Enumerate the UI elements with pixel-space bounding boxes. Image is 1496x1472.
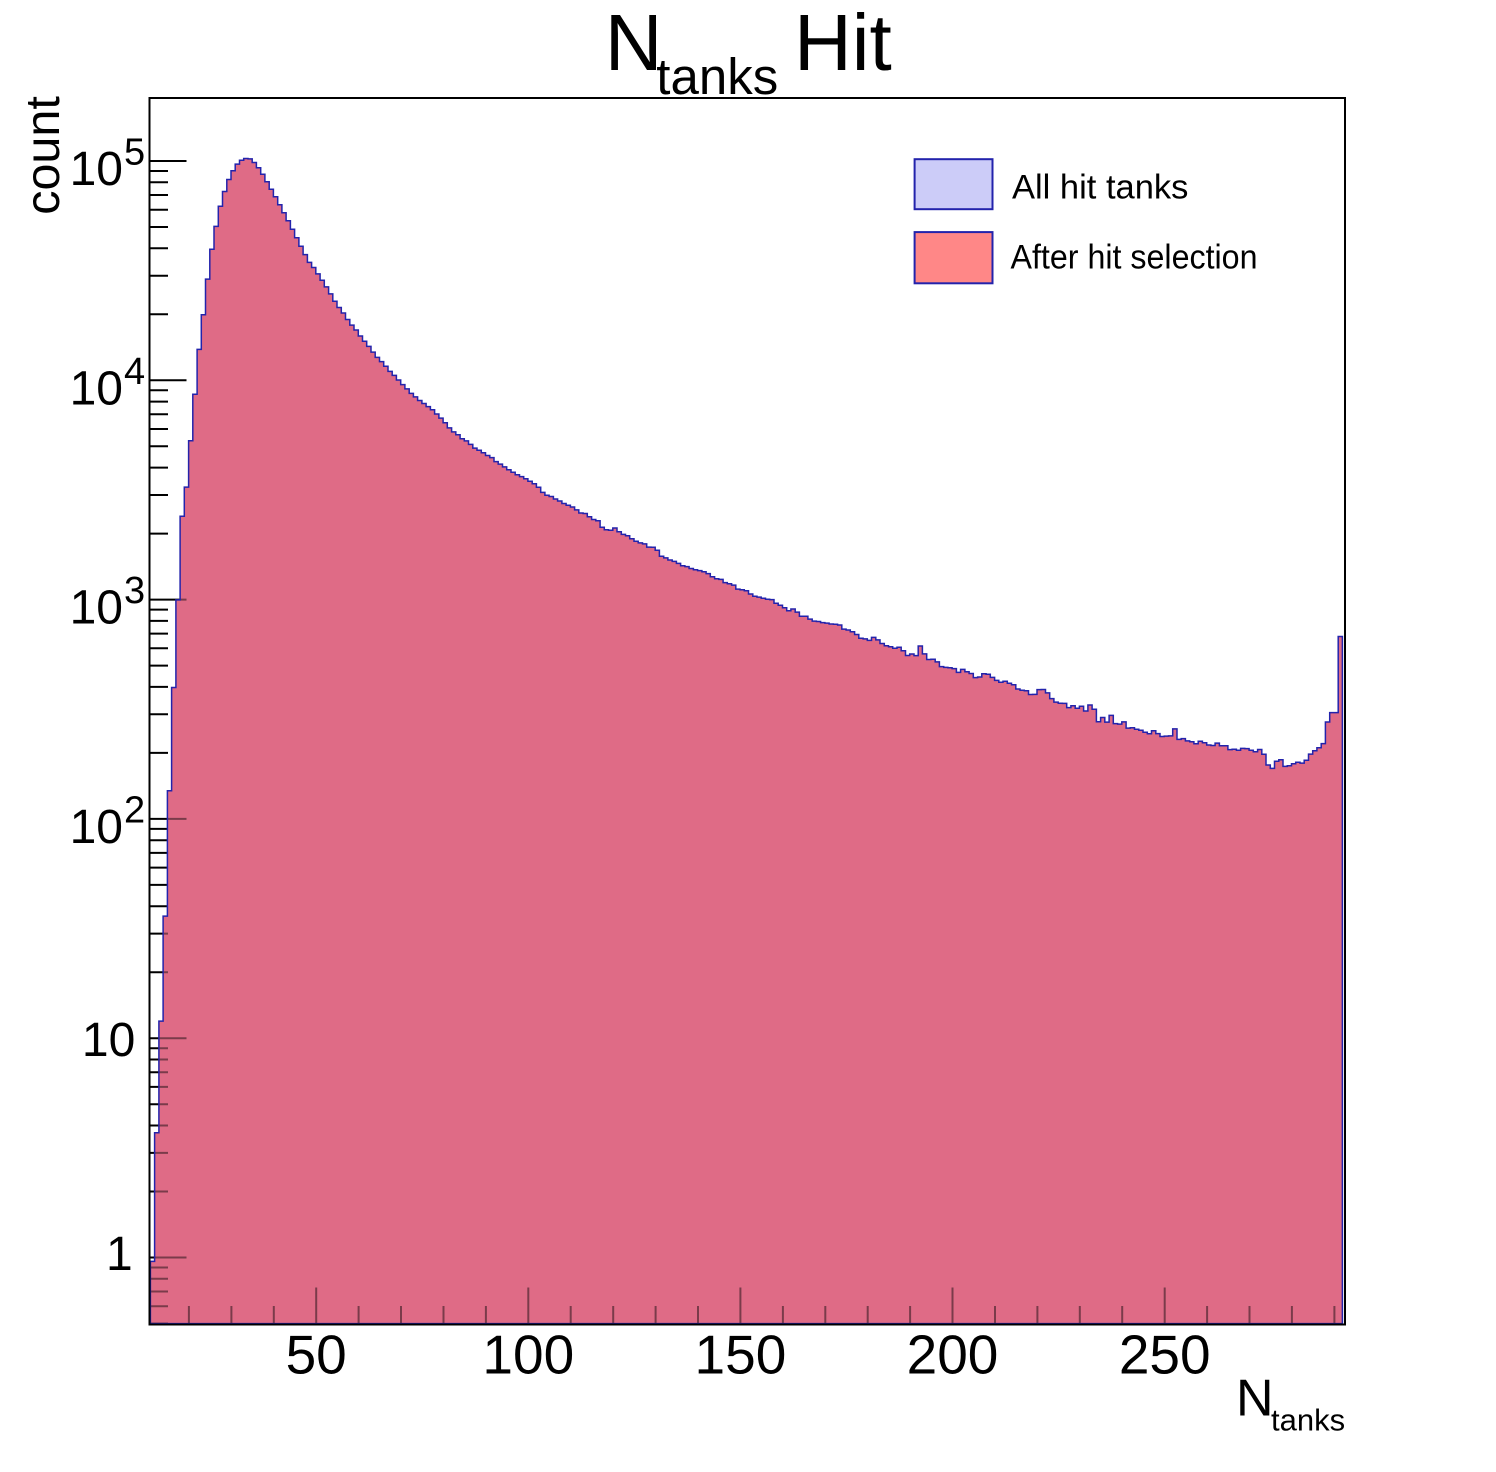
svg-text:tanks: tanks	[656, 48, 778, 105]
svg-text:10: 10	[82, 1014, 135, 1067]
svg-text:200: 200	[907, 1324, 999, 1386]
svg-text:50: 50	[286, 1324, 347, 1386]
svg-text:150: 150	[695, 1324, 787, 1386]
svg-text:All hit tanks: All hit tanks	[1012, 169, 1188, 207]
svg-text:count: count	[16, 96, 70, 215]
svg-text:3: 3	[124, 570, 145, 612]
svg-text:10: 10	[70, 362, 123, 415]
svg-text:10: 10	[70, 801, 123, 854]
svg-text:4: 4	[124, 351, 145, 393]
svg-text:250: 250	[1119, 1324, 1211, 1386]
svg-text:10: 10	[70, 582, 123, 635]
svg-text:tanks: tanks	[1271, 1403, 1345, 1438]
svg-text:N: N	[605, 0, 663, 87]
svg-text:2: 2	[124, 789, 145, 831]
svg-text:1: 1	[106, 1228, 133, 1281]
svg-text:5: 5	[124, 132, 145, 174]
svg-text:Hit: Hit	[794, 0, 892, 87]
svg-text:N: N	[1236, 1370, 1274, 1428]
svg-text:100: 100	[482, 1324, 574, 1386]
svg-text:10: 10	[70, 143, 123, 196]
svg-text:After hit selection: After hit selection	[1011, 238, 1258, 276]
